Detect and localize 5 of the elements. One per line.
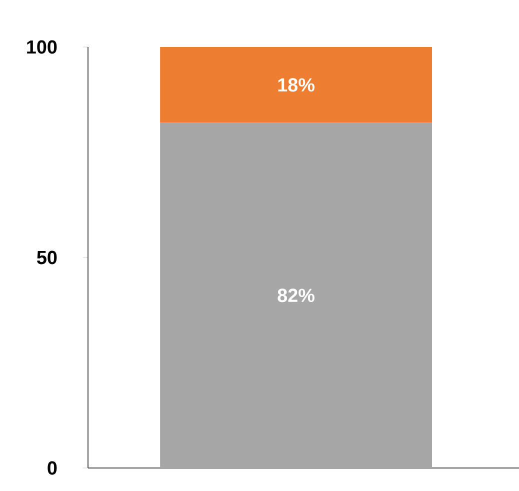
y-tick-label: 0 bbox=[48, 461, 57, 475]
data-label: 82% bbox=[278, 288, 314, 302]
y-tick-label: 100 bbox=[27, 40, 57, 54]
y-tick-label: 50 bbox=[37, 250, 57, 264]
data-label: 18% bbox=[278, 78, 314, 92]
